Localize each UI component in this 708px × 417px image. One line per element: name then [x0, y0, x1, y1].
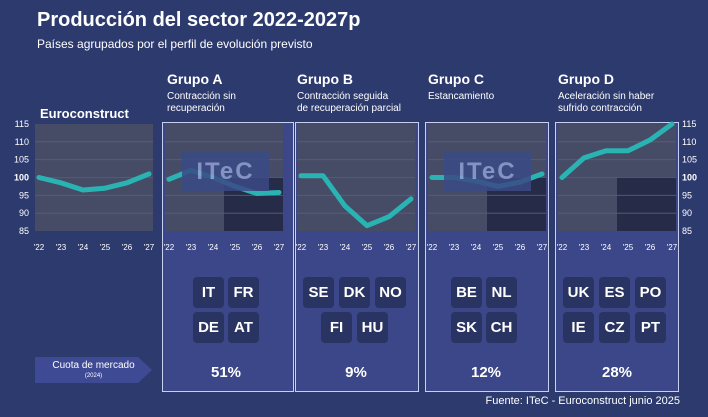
page-title: Producción del sector 2022-2027p — [37, 9, 361, 31]
country-chip-fi: FI — [321, 312, 352, 343]
country-chip-nl: NL — [486, 277, 517, 308]
group-d-title: Grupo D — [558, 71, 614, 87]
group-c-desc: Estancamiento — [428, 91, 495, 102]
watermark-logo: ITeC — [444, 152, 531, 191]
x-tick-label: '24 — [601, 243, 612, 252]
page-subtitle: Países agrupados por el perfil de evoluc… — [37, 37, 313, 51]
x-tick-label: '25 — [623, 243, 634, 252]
x-tick-label: '26 — [645, 243, 656, 252]
y-tick-label: 110 — [15, 137, 29, 147]
group-c-title: Grupo C — [428, 71, 484, 87]
y-tick-label: 100 — [682, 173, 697, 183]
country-chip-at: AT — [228, 312, 259, 343]
y-tick-label: 90 — [19, 208, 29, 218]
group-b-desc: Contracción seguida de recuperación parc… — [297, 91, 401, 114]
x-tick-label: '23 — [579, 243, 590, 252]
x-tick-label: '27 — [144, 243, 155, 252]
group-a-title: Grupo A — [167, 71, 223, 87]
x-tick-label: '22 — [296, 243, 307, 252]
x-tick-label: '22 — [164, 243, 175, 252]
y-tick-label: 85 — [682, 226, 692, 236]
series-line — [559, 121, 675, 180]
country-chip-sk: SK — [451, 312, 482, 343]
x-tick-label: '26 — [384, 243, 395, 252]
x-tick-label: '23 — [318, 243, 329, 252]
x-tick-label: '24 — [471, 243, 482, 252]
country-chip-pt: PT — [635, 312, 666, 343]
country-chip-se: SE — [303, 277, 334, 308]
y-tick-label: 115 — [15, 119, 29, 129]
y-tick-label: 90 — [682, 208, 692, 218]
group-c-share: 12% — [470, 364, 502, 381]
x-tick-label: '27 — [537, 243, 548, 252]
source-note: Fuente: ITeC - Euroconstruct junio 2025 — [485, 395, 680, 407]
x-tick-label: '25 — [493, 243, 504, 252]
series-line — [36, 171, 152, 193]
group-d-share: 28% — [601, 364, 633, 381]
y-tick-label: 105 — [14, 155, 29, 165]
x-tick-label: '26 — [122, 243, 133, 252]
x-tick-label: '27 — [274, 243, 285, 252]
y-tick-label: 110 — [682, 137, 696, 147]
y-tick-label: 100 — [14, 173, 29, 183]
x-tick-label: '22 — [557, 243, 568, 252]
chart-group-b: '22 '23 '24 '25 '26 '27 — [296, 124, 417, 256]
group-b-share: 9% — [345, 364, 367, 381]
x-tick-label: '24 — [78, 243, 89, 252]
market-share-label: Cuota de mercado — [52, 360, 135, 371]
group-a-desc: Contracción sin recuperación — [167, 91, 236, 114]
country-chip-hu: HU — [357, 312, 388, 343]
country-chip-po: PO — [635, 277, 666, 308]
y-tick-label: 85 — [19, 226, 29, 236]
watermark-logo: ITeC — [182, 152, 269, 191]
y-tick-label: 95 — [19, 190, 29, 200]
y-tick-label: 115 — [682, 119, 696, 129]
country-chip-ch: CH — [486, 312, 517, 343]
x-tick-label: '24 — [340, 243, 351, 252]
market-share-tag: Cuota de mercado (2024) — [35, 357, 152, 383]
country-chip-cz: CZ — [599, 312, 630, 343]
x-tick-label: '27 — [667, 243, 678, 252]
chart-euroconstruct: '22 '23 '24 '25 '26 '27 85 90 95 100 105 110 115 — [14, 119, 155, 256]
x-tick-label: '23 — [56, 243, 67, 252]
x-tick-label: '25 — [230, 243, 241, 252]
country-chip-dk: DK — [339, 277, 370, 308]
country-chip-fr: FR — [228, 277, 259, 308]
group-d-desc: Aceleración sin haber sufrido contracció… — [558, 91, 655, 114]
euroconstruct-title: Euroconstruct — [40, 106, 129, 121]
y-tick-label: 95 — [682, 190, 692, 200]
x-tick-label: '23 — [449, 243, 460, 252]
chart-group-d: '22 '23 '24 '25 '26 '27 85 90 95 100 105 110 115 — [557, 119, 697, 256]
series-line — [298, 173, 414, 229]
country-chip-it: IT — [193, 277, 224, 308]
group-a-share: 51% — [210, 364, 242, 381]
x-tick-label: '26 — [252, 243, 263, 252]
country-chip-be: BE — [451, 277, 482, 308]
country-chip-ie: IE — [563, 312, 594, 343]
market-share-year: (2024) — [84, 373, 103, 379]
x-tick-label: '25 — [100, 243, 111, 252]
x-tick-label: '22 — [34, 243, 45, 252]
country-chip-es: ES — [599, 277, 630, 308]
forecast-area — [617, 177, 676, 231]
country-chip-de: DE — [193, 312, 224, 343]
group-b-title: Grupo B — [297, 71, 353, 87]
x-tick-label: '23 — [186, 243, 197, 252]
x-tick-label: '25 — [362, 243, 373, 252]
x-tick-label: '27 — [406, 243, 417, 252]
country-chip-uk: UK — [563, 277, 594, 308]
y-tick-label: 105 — [682, 155, 697, 165]
country-chip-no: NO — [375, 277, 406, 308]
x-tick-label: '24 — [208, 243, 219, 252]
x-tick-label: '22 — [427, 243, 438, 252]
x-tick-label: '26 — [515, 243, 526, 252]
